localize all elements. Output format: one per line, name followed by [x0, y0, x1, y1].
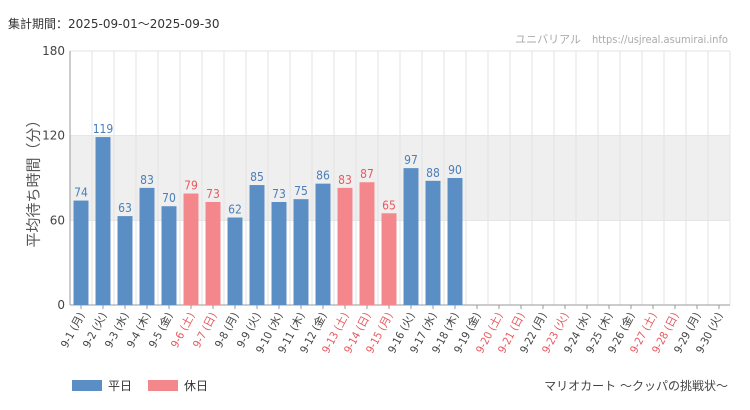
legend-label-holiday: 休日: [184, 379, 209, 393]
attraction-name: マリオカート ～クッパの挑戦状～: [544, 379, 728, 393]
legend-swatch-holiday: [148, 380, 179, 391]
bar: [293, 199, 309, 305]
legend: 平日 休日: [72, 377, 224, 394]
y-tick-label: 180: [42, 44, 65, 58]
bar: [337, 187, 353, 305]
legend-item-weekday: 平日: [72, 377, 132, 394]
data-label: 90: [448, 163, 462, 177]
y-tick-label: 60: [50, 213, 65, 227]
bar: [249, 185, 265, 305]
bar: [403, 168, 419, 305]
bar: [381, 213, 397, 305]
bar: [139, 187, 155, 305]
bar: [227, 217, 243, 305]
data-label: 86: [316, 169, 330, 183]
bar: [425, 180, 441, 305]
bar: [73, 200, 89, 305]
legend-item-holiday: 休日: [148, 377, 208, 394]
bar: [315, 183, 331, 305]
data-label: 63: [118, 201, 132, 215]
bar: [117, 216, 133, 305]
legend-label-weekday: 平日: [108, 379, 133, 393]
data-label: 97: [404, 153, 418, 167]
bar: [161, 206, 177, 305]
data-label: 73: [206, 187, 220, 201]
period-label: 集計期間：2025-09-01～2025-09-30: [8, 17, 220, 31]
bar: [447, 178, 463, 305]
y-tick-label: 0: [57, 298, 65, 312]
data-label: 73: [272, 187, 286, 201]
data-label: 83: [338, 173, 352, 187]
bar: [183, 193, 199, 305]
bar: [359, 182, 375, 305]
data-label: 79: [184, 179, 198, 193]
bar: [271, 201, 287, 305]
data-label: 119: [93, 122, 114, 136]
data-label: 65: [382, 198, 396, 212]
bar: [205, 201, 221, 305]
bar: [95, 137, 111, 305]
data-label: 88: [426, 166, 440, 180]
data-label: 87: [360, 167, 374, 181]
data-label: 62: [228, 203, 242, 217]
data-label: 70: [162, 191, 176, 205]
y-tick-label: 120: [42, 129, 65, 143]
data-label: 75: [294, 184, 308, 198]
legend-swatch-weekday: [72, 380, 102, 391]
data-label: 83: [140, 173, 154, 187]
source-credit: ユニバリアル https://usjreal.asumirai.info: [515, 33, 728, 46]
data-label: 74: [74, 186, 88, 200]
data-label: 85: [250, 170, 264, 184]
